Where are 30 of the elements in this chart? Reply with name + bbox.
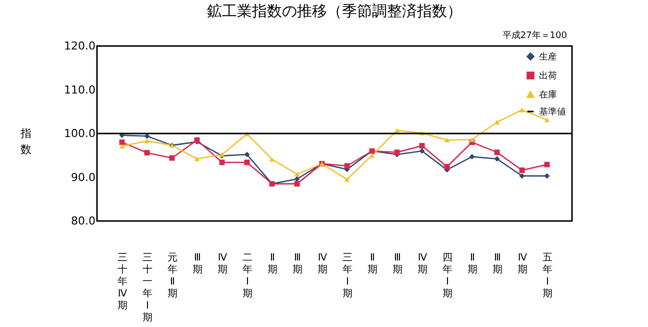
x-tick-label: Ⅲ期 — [492, 252, 502, 276]
y-tick-label: 80.0 — [71, 214, 96, 228]
legend-label: 基準値 — [539, 106, 566, 118]
x-tick-label: Ⅳ期 — [418, 252, 428, 276]
x-tick-label: Ⅲ期 — [392, 252, 402, 276]
x-tick-label: Ⅳ期 — [318, 252, 328, 276]
x-tick-label: Ⅱ期 — [368, 252, 378, 276]
x-tick-label: Ⅲ期 — [292, 252, 302, 276]
x-tick-label: 三年 Ⅰ期 — [342, 252, 352, 300]
x-tick-label: 元年 Ⅱ期 — [168, 252, 178, 300]
x-tick-label: 三十年 Ⅳ期 — [118, 252, 128, 312]
x-tick-label: 三十一年 Ⅰ期 — [142, 252, 152, 324]
x-tick-label: 二年 Ⅰ期 — [242, 252, 252, 300]
legend-label: 在庫 — [539, 90, 557, 100]
x-tick-label: 五年 Ⅰ期 — [542, 252, 552, 300]
x-tick-label: Ⅳ期 — [218, 252, 228, 276]
x-tick-label: Ⅱ期 — [468, 252, 478, 276]
chart-title: 鉱工業指数の推移（季節調整済指数） — [207, 2, 462, 20]
x-tick-label: Ⅱ期 — [268, 252, 278, 276]
y-tick-label: 120.0 — [64, 40, 96, 52]
legend-label: 出荷 — [539, 70, 557, 82]
x-tick-label: Ⅲ期 — [192, 252, 202, 276]
y-tick-label: 100.0 — [64, 127, 96, 140]
y-tick-label: 110.0 — [64, 83, 96, 96]
x-tick-label: 四年 Ⅰ期 — [442, 252, 452, 300]
y-axis-title: 指数 — [20, 127, 32, 156]
legend-label: 生産 — [539, 52, 557, 62]
text: 平成27年＝100 — [502, 30, 568, 41]
x-tick-label: Ⅳ期 — [518, 252, 528, 276]
y-tick-label: 90.0 — [71, 170, 96, 184]
